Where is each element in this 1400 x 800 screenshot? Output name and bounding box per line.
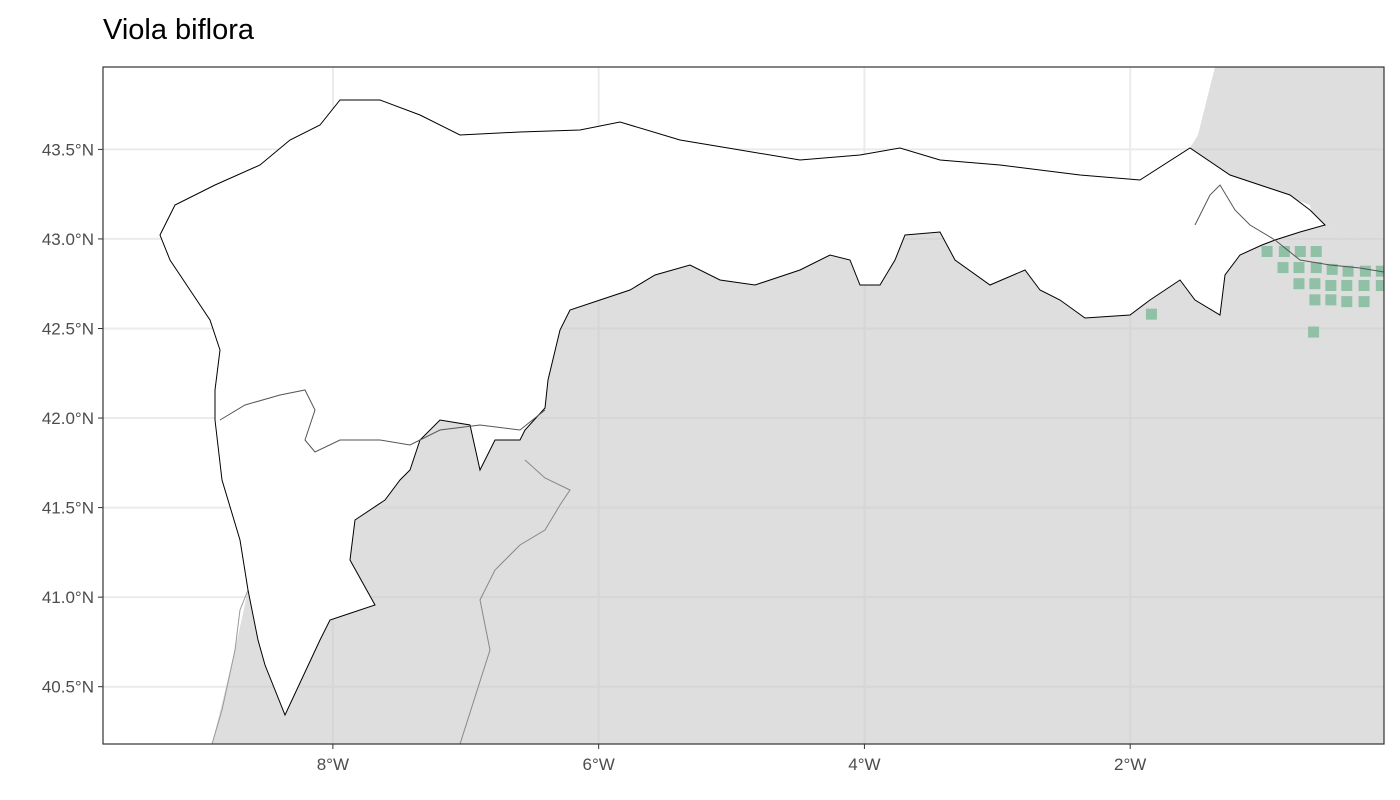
y-tick-label: 43.0°N (42, 230, 94, 249)
y-tick-label: 42.0°N (42, 409, 94, 428)
panel-border (102, 66, 1385, 745)
axes: 8°W 6°W 4°W 2°W 43.5°N 43.0°N 42.5°N 42.0°N 41.5… (42, 140, 1147, 774)
y-tick-label: 41.0°N (42, 588, 94, 607)
y-tick-label: 41.5°N (42, 499, 94, 518)
y-tick-label: 43.5°N (42, 140, 94, 159)
outside-region-mask (212, 228, 1384, 744)
study-region (159, 99, 1326, 717)
y-tick-label: 42.5°N (42, 319, 94, 338)
chart-title: Viola biflora (103, 14, 255, 46)
border-line (459, 459, 571, 744)
x-tick-label: 6°W (583, 755, 615, 774)
x-tick-label: 2°W (1114, 755, 1146, 774)
coast-line (211, 589, 249, 744)
x-tick-label: 4°W (848, 755, 880, 774)
internal-border (219, 389, 546, 453)
outside-region-mask-northeast (1190, 67, 1384, 240)
y-tick-label: 40.5°N (42, 678, 94, 697)
x-tick-label: 8°W (317, 755, 349, 774)
internal-border (1194, 184, 1384, 273)
